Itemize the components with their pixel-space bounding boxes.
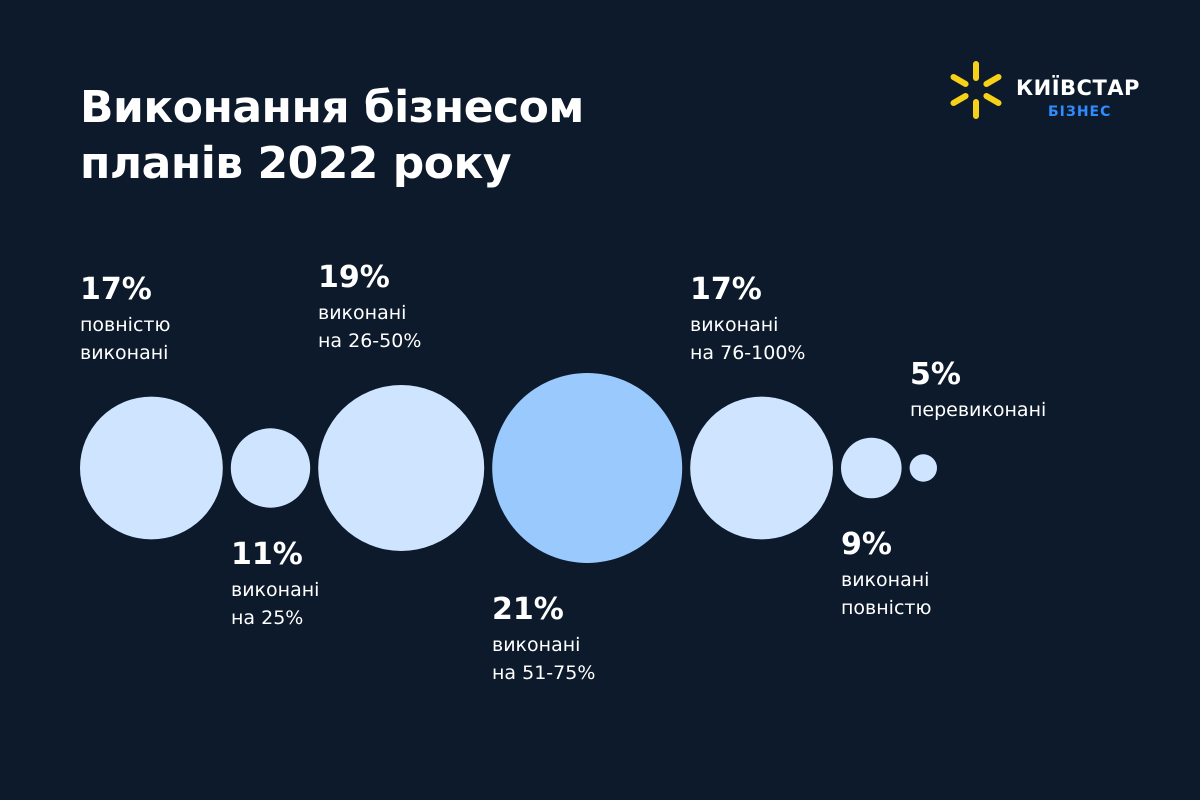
chart-title: Виконання бізнесом планів 2022 року bbox=[80, 80, 584, 192]
bubble-category-label: виконані bbox=[318, 302, 407, 324]
star-ray-3 bbox=[983, 93, 1002, 106]
bubble-5 bbox=[690, 396, 833, 540]
star-ray-6 bbox=[950, 74, 969, 87]
bubble-category-label: виконані bbox=[80, 342, 169, 364]
bubble-value-label: 17% bbox=[80, 272, 152, 307]
kyivstar-star-icon bbox=[950, 61, 1002, 119]
bubble-1 bbox=[79, 396, 223, 540]
bubble-2 bbox=[230, 428, 311, 508]
bubble-value-label: 5% bbox=[910, 357, 961, 392]
title-line-2: планів 2022 року bbox=[80, 138, 512, 189]
bubble-7 bbox=[909, 454, 937, 482]
bubble-category-label: на 25% bbox=[231, 607, 304, 629]
bubble-label-2: 11% виконані на 25% bbox=[231, 538, 319, 632]
star-ray-5 bbox=[950, 93, 969, 106]
bubble-label-4: 21% виконані на 51-75% bbox=[492, 593, 595, 687]
bubble-category-label: виконані bbox=[231, 579, 320, 601]
bubble-label-7: 5% перевиконані bbox=[910, 358, 1046, 424]
bubble-category-label: виконані bbox=[492, 634, 581, 656]
bubble-6 bbox=[841, 437, 902, 499]
bubble-category-label: виконані bbox=[690, 314, 779, 336]
bubble-value-label: 21% bbox=[492, 592, 564, 627]
bubble-value-label: 11% bbox=[231, 537, 303, 572]
bubble-category-label: на 26-50% bbox=[318, 330, 422, 352]
bubble-category-label: повністю bbox=[841, 597, 932, 619]
bubble-label-3: 19% виконані на 26-50% bbox=[318, 261, 421, 355]
bubble-category-label: на 76-100% bbox=[690, 342, 806, 364]
bubble-label-1: 17% повністю виконані bbox=[80, 273, 170, 367]
title-line-1: Виконання бізнесом bbox=[80, 82, 584, 133]
star-ray-2 bbox=[983, 74, 1002, 87]
bubble-category-label: виконані bbox=[841, 569, 930, 591]
bubble-value-label: 9% bbox=[841, 527, 892, 562]
bubble-category-label: перевиконані bbox=[910, 399, 1047, 421]
bubble-category-label: на 51-75% bbox=[492, 662, 596, 684]
bubble-4 bbox=[492, 373, 683, 563]
bubble-value-label: 17% bbox=[690, 272, 762, 307]
bubble-category-label: повністю bbox=[80, 314, 171, 336]
bubble-label-6: 9% виконані повністю bbox=[841, 528, 931, 622]
bubble-label-5: 17% виконані на 76-100% bbox=[690, 273, 805, 367]
logo-sub: БІЗНЕС bbox=[1048, 104, 1112, 120]
logo-name: КИЇВСТАР bbox=[1016, 76, 1140, 100]
kyivstar-business-logo: КИЇВСТАР БІЗНЕС bbox=[944, 58, 1154, 122]
bubble-value-label: 19% bbox=[318, 260, 390, 295]
bubble-3 bbox=[318, 385, 485, 551]
